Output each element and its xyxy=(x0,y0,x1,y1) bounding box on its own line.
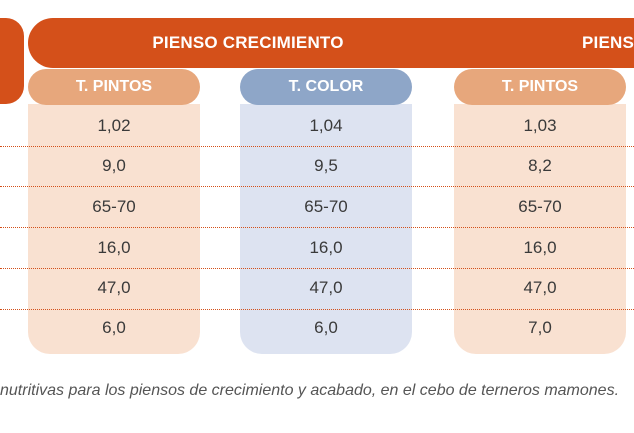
column-header-label: T. PINTOS xyxy=(75,78,153,95)
table-cell: 16,0 xyxy=(523,238,557,257)
row-divider xyxy=(0,309,634,310)
row-divider xyxy=(0,146,634,147)
table-cell: 16,0 xyxy=(97,238,131,257)
row-divider xyxy=(0,268,634,269)
column-body-pintos-1 xyxy=(28,104,200,354)
table-cell: 1,04 xyxy=(309,116,343,135)
table-cell: 65-70 xyxy=(92,197,136,216)
row-header-block xyxy=(0,18,24,104)
table-cell: 9,5 xyxy=(314,156,338,175)
column-header-label: T. PINTOS xyxy=(501,78,579,95)
group-header-crecimiento: PIENSO CRECIMIENTO xyxy=(28,18,608,68)
table-cell: 47,0 xyxy=(523,278,557,297)
table-cell: 7,0 xyxy=(528,318,552,337)
column-header-color: T. COLOR xyxy=(240,69,412,105)
column-body-pintos-2 xyxy=(454,104,626,354)
table-cell: 65-70 xyxy=(518,197,562,216)
group-header-label: PIENSO xyxy=(582,33,634,52)
group-header-label: PIENSO CRECIMIENTO xyxy=(152,33,344,52)
table-cell: 1,02 xyxy=(97,116,131,135)
table-cell: 9,0 xyxy=(102,156,126,175)
table-cell: 8,2 xyxy=(528,156,552,175)
row-divider xyxy=(0,227,634,228)
row-divider xyxy=(0,186,634,187)
column-header-pintos-2: T. PINTOS xyxy=(454,69,626,105)
table-cell: 47,0 xyxy=(97,278,131,297)
table-cell: 1,03 xyxy=(523,116,557,135)
table-cell: 65-70 xyxy=(304,197,348,216)
column-header-pintos-1: T. PINTOS xyxy=(28,69,200,105)
table-caption: nutritivas para los piensos de crecimien… xyxy=(0,382,620,399)
table-cell: 6,0 xyxy=(102,318,126,337)
column-body-color xyxy=(240,104,412,354)
table-cell: 6,0 xyxy=(314,318,338,337)
table-cell: 47,0 xyxy=(309,278,343,297)
column-header-label: T. COLOR xyxy=(288,78,364,95)
group-header-acabado: PIENSO xyxy=(560,18,634,68)
table-cell: 16,0 xyxy=(309,238,343,257)
